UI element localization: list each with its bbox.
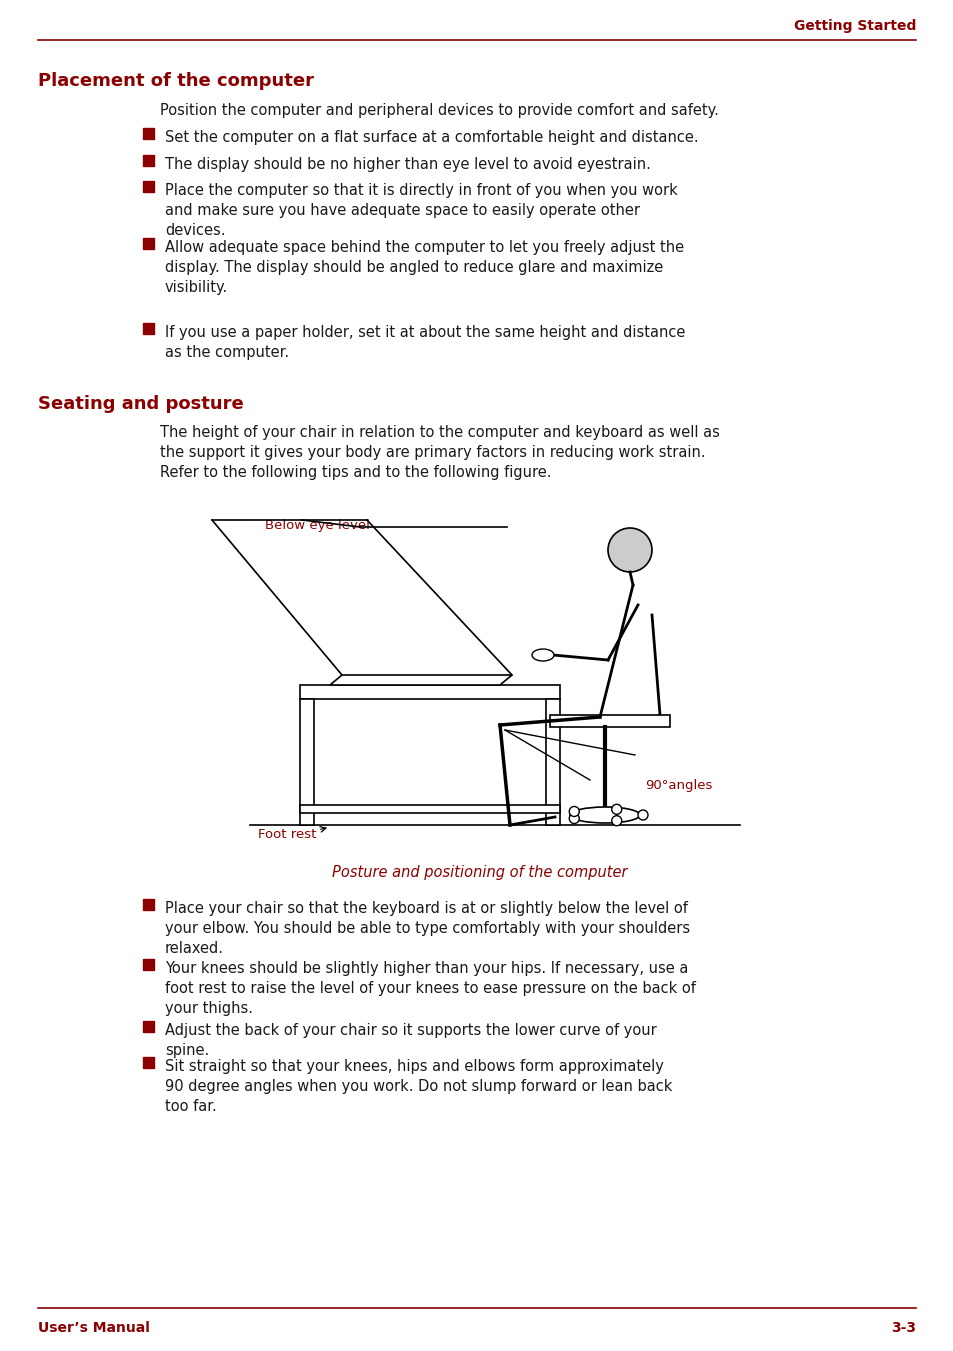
Bar: [143, 1021, 153, 1032]
Circle shape: [611, 816, 621, 825]
Bar: [299, 805, 559, 813]
Text: Position the computer and peripheral devices to provide comfort and safety.: Position the computer and peripheral dev…: [160, 103, 719, 118]
Text: Set the computer on a flat surface at a comfortable height and distance.: Set the computer on a flat surface at a …: [165, 130, 698, 145]
Text: Seating and posture: Seating and posture: [38, 394, 244, 413]
Bar: [550, 715, 669, 727]
Text: Posture and positioning of the computer: Posture and positioning of the computer: [332, 865, 627, 880]
Text: Getting Started: Getting Started: [793, 19, 915, 32]
Text: Below eye level: Below eye level: [265, 519, 370, 531]
Text: Sit straight so that your knees, hips and elbows form approximately
90 degree an: Sit straight so that your knees, hips an…: [165, 1059, 672, 1115]
Bar: [143, 155, 153, 166]
Circle shape: [607, 528, 651, 571]
Text: Your knees should be slightly higher than your hips. If necessary, use a
foot re: Your knees should be slightly higher tha…: [165, 961, 695, 1016]
Bar: [143, 323, 153, 334]
Ellipse shape: [532, 648, 554, 661]
Text: If you use a paper holder, set it at about the same height and distance
as the c: If you use a paper holder, set it at abo…: [165, 326, 684, 359]
Text: 90°angles: 90°angles: [644, 778, 712, 792]
Bar: [143, 238, 153, 249]
Bar: [143, 959, 153, 970]
Bar: [143, 181, 153, 192]
Text: The display should be no higher than eye level to avoid eyestrain.: The display should be no higher than eye…: [165, 157, 650, 172]
Text: Allow adequate space behind the computer to let you freely adjust the
display. T: Allow adequate space behind the computer…: [165, 240, 683, 295]
Bar: [143, 128, 153, 139]
Bar: [143, 898, 153, 911]
Bar: [299, 698, 314, 825]
Text: User’s Manual: User’s Manual: [38, 1321, 150, 1335]
Circle shape: [569, 807, 578, 816]
Polygon shape: [330, 676, 512, 685]
Text: The height of your chair in relation to the computer and keyboard as well as
the: The height of your chair in relation to …: [160, 426, 720, 480]
Text: Placement of the computer: Placement of the computer: [38, 72, 314, 91]
Circle shape: [569, 813, 578, 824]
Ellipse shape: [569, 807, 639, 823]
Text: Adjust the back of your chair so it supports the lower curve of your
spine.: Adjust the back of your chair so it supp…: [165, 1023, 656, 1058]
Bar: [143, 1056, 153, 1069]
Text: 3-3: 3-3: [890, 1321, 915, 1335]
Bar: [545, 698, 559, 825]
Bar: [299, 685, 559, 698]
Circle shape: [611, 804, 621, 815]
Text: Place your chair so that the keyboard is at or slightly below the level of
your : Place your chair so that the keyboard is…: [165, 901, 689, 957]
Circle shape: [638, 811, 647, 820]
Text: Place the computer so that it is directly in front of you when you work
and make: Place the computer so that it is directl…: [165, 182, 677, 238]
Text: Foot rest: Foot rest: [257, 828, 316, 842]
